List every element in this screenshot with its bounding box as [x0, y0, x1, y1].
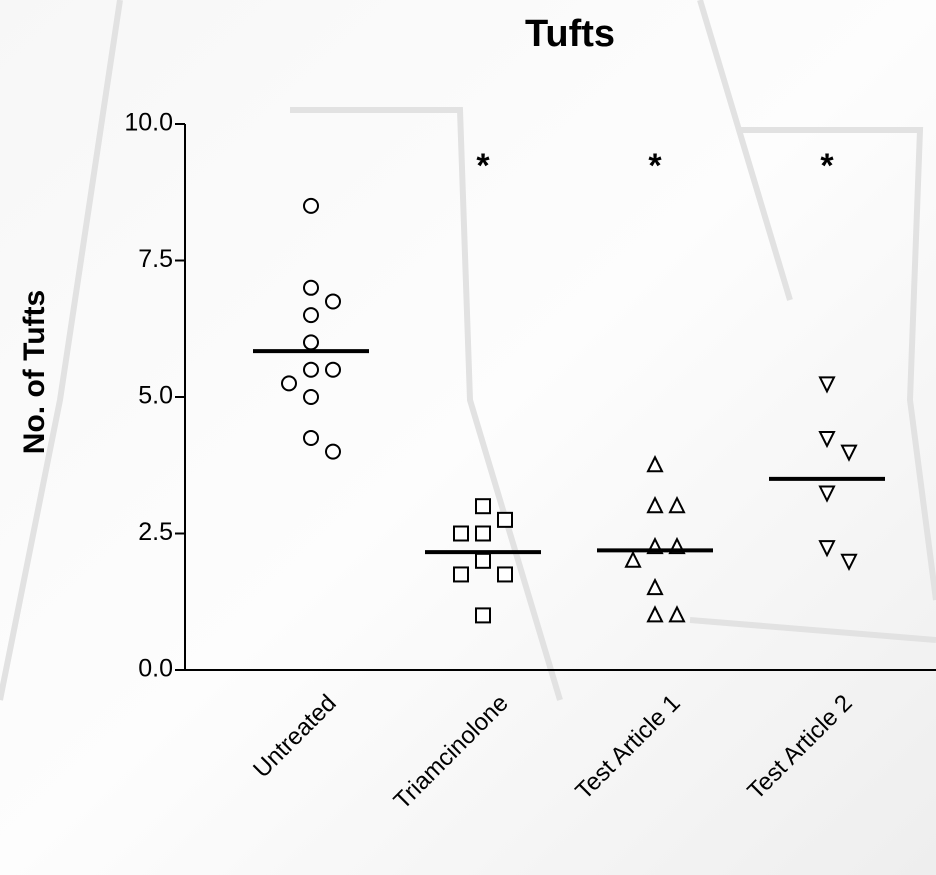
- chart-title: Tufts: [525, 13, 615, 55]
- point: [303, 197, 319, 214]
- point: [475, 525, 491, 542]
- y-tick-label: 10.0: [124, 109, 173, 137]
- y-tick-label: 7.5: [138, 245, 173, 273]
- point: [453, 525, 469, 542]
- point: [303, 361, 319, 378]
- point: [840, 553, 858, 572]
- point: [497, 566, 513, 583]
- point: [325, 443, 341, 460]
- point: [646, 455, 664, 473]
- significance-marker: *: [820, 147, 834, 185]
- y-tick-label: 0.0: [138, 655, 173, 683]
- point: [668, 605, 686, 623]
- point: [303, 279, 319, 296]
- point: [325, 293, 341, 310]
- point: [281, 375, 297, 392]
- y-axis-label: No. of Tufts: [18, 290, 51, 454]
- point: [475, 552, 491, 569]
- background-glassware: [0, 0, 936, 701]
- point: [818, 485, 836, 503]
- point: [475, 498, 491, 515]
- point: [497, 511, 513, 528]
- point: [303, 429, 319, 446]
- point: [668, 495, 686, 514]
- significance-marker: *: [476, 147, 490, 185]
- point: [646, 495, 664, 514]
- point: [453, 566, 469, 583]
- y-tick-label: 2.5: [138, 518, 173, 546]
- significance-marker: *: [648, 147, 662, 185]
- point: [303, 389, 319, 405]
- point: [818, 430, 836, 449]
- point: [840, 444, 858, 462]
- point: [475, 607, 491, 624]
- point: [646, 605, 664, 623]
- point: [303, 334, 319, 351]
- point: [818, 376, 836, 394]
- point: [325, 361, 341, 378]
- point: [624, 550, 642, 568]
- y-tick-label: 5.0: [138, 382, 173, 410]
- point: [646, 577, 664, 596]
- point: [303, 307, 319, 324]
- point: [818, 540, 836, 558]
